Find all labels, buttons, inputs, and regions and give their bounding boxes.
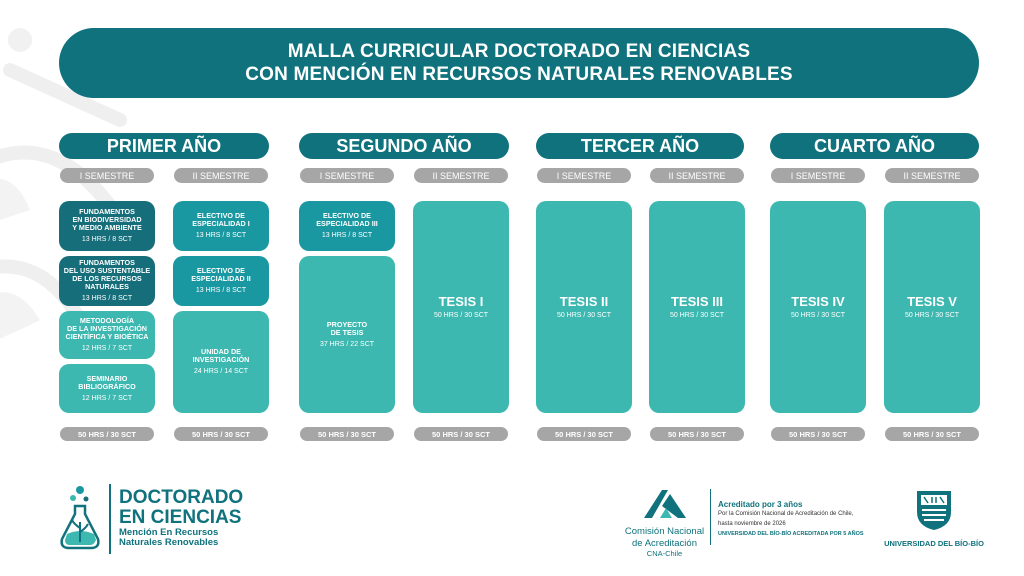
course-card: TESIS III 50 HRS / 30 SCT xyxy=(649,201,745,413)
semester-label: II SEMESTRE xyxy=(414,168,508,183)
semester-label: I SEMESTRE xyxy=(537,168,631,183)
title-line-2: CON MENCIÓN EN RECURSOS NATURALES RENOVA… xyxy=(245,64,793,85)
accreditation-title: Acreditado por 3 años xyxy=(718,500,803,509)
course-hours: 24 HRS / 14 SCT xyxy=(193,368,249,375)
accreditation-line-1: Por la Comisión Nacional de Acreditación… xyxy=(718,511,854,517)
year-header-4: CUARTO AÑO xyxy=(770,133,979,159)
university-name: UNIVERSIDAD DEL BÍO-BÍO xyxy=(884,539,984,548)
course-card: METODOLOGÍA DE LA INVESTIGACIÓN CIENTÍFI… xyxy=(59,311,155,359)
year-header-3: TERCER AÑO xyxy=(536,133,744,159)
course-hours: 37 HRS / 22 SCT xyxy=(319,340,375,348)
course-name: FUNDAMENTOS EN BIODIVERSIDAD Y MEDIO AMB… xyxy=(72,207,142,232)
page-title: MALLA CURRICULAR DOCTORADO EN CIENCIAS C… xyxy=(59,28,979,98)
course-card: ELECTIVO DE ESPECIALIDAD II 13 HRS / 8 S… xyxy=(173,256,269,306)
flask-icon xyxy=(60,486,100,550)
course-hours: 50 HRS / 30 SCT xyxy=(433,312,489,319)
accreditation-text: Acreditado por 3 años Por la Comisión Na… xyxy=(718,500,888,537)
course-card: PROYECTO DE TESIS 37 HRS / 22 SCT xyxy=(299,256,395,413)
semester-label: II SEMESTRE xyxy=(650,168,744,183)
semester-total: 50 HRS / 30 SCT xyxy=(60,427,154,441)
semester-total: 50 HRS / 30 SCT xyxy=(771,427,865,441)
course-name: ELECTIVO DE ESPECIALIDAD I xyxy=(192,211,250,228)
university-logo: UNIVERSIDAD DEL BÍO-BÍO xyxy=(884,488,984,548)
course-hours: 50 HRS / 30 SCT xyxy=(904,312,960,319)
program-title: DOCTORADO EN CIENCIAS xyxy=(119,488,243,528)
program-title-line-2: EN CIENCIAS xyxy=(119,507,242,528)
year-header-2: SEGUNDO AÑO xyxy=(299,133,509,159)
course-hours: 50 HRS / 30 SCT xyxy=(556,312,612,319)
course-card: FUNDAMENTOS DEL USO SUSTENTABLE DE LOS R… xyxy=(59,256,155,306)
course-hours: 12 HRS / 7 SCT xyxy=(81,345,133,352)
program-title-line-1: DOCTORADO xyxy=(119,487,244,508)
course-card: TESIS V 50 HRS / 30 SCT xyxy=(884,201,980,413)
cna-name-line-1: Comisión Nacional xyxy=(624,526,705,537)
course-card: SEMINARIO BIBLIOGRÁFICO 12 HRS / 7 SCT xyxy=(59,364,155,413)
university-shield-icon xyxy=(917,491,951,530)
course-hours: 12 HRS / 7 SCT xyxy=(81,394,133,402)
program-logo-block: DOCTORADO EN CIENCIAS Mención En Recurso… xyxy=(58,484,258,554)
course-card: TESIS IV 50 HRS / 30 SCT xyxy=(770,201,866,413)
course-name: UNIDAD DE INVESTIGACIÓN xyxy=(192,347,250,364)
course-name: PROYECTO DE TESIS xyxy=(326,319,368,337)
semester-label: I SEMESTRE xyxy=(771,168,865,183)
semester-total: 50 HRS / 30 SCT xyxy=(885,427,979,441)
course-name: TESIS V xyxy=(907,294,957,309)
program-subtitle-line-2: Naturales Renovables xyxy=(119,537,219,548)
course-name: METODOLOGÍA DE LA INVESTIGACIÓN CIENTÍFI… xyxy=(65,316,149,341)
title-line-1: MALLA CURRICULAR DOCTORADO EN CIENCIAS xyxy=(287,41,751,62)
semester-total: 50 HRS / 30 SCT xyxy=(650,427,744,441)
divider xyxy=(710,489,711,545)
semester-total: 50 HRS / 30 SCT xyxy=(537,427,631,441)
course-card: ELECTIVO DE ESPECIALIDAD I 13 HRS / 8 SC… xyxy=(173,201,269,251)
course-card: UNIDAD DE INVESTIGACIÓN 24 HRS / 14 SCT xyxy=(173,311,269,413)
cna-logo: Comisión Nacional de Acreditación CNA-Ch… xyxy=(622,486,707,566)
course-name: ELECTIVO DE ESPECIALIDAD II xyxy=(191,266,251,283)
course-name: TESIS IV xyxy=(791,294,845,309)
course-name: TESIS I xyxy=(438,294,484,309)
course-card: ELECTIVO DE ESPECIALIDAD III 13 HRS / 8 … xyxy=(299,201,395,251)
course-hours: 13 HRS / 8 SCT xyxy=(195,232,247,239)
course-hours: 13 HRS / 8 SCT xyxy=(81,295,133,302)
semester-total: 50 HRS / 30 SCT xyxy=(174,427,268,441)
semester-label: II SEMESTRE xyxy=(885,168,979,183)
course-name: TESIS III xyxy=(670,294,723,309)
semester-total: 50 HRS / 30 SCT xyxy=(300,427,394,441)
course-card: FUNDAMENTOS EN BIODIVERSIDAD Y MEDIO AMB… xyxy=(59,201,155,251)
semester-total: 50 HRS / 30 SCT xyxy=(414,427,508,441)
year-header-1: PRIMER AÑO xyxy=(59,133,269,159)
semester-label: II SEMESTRE xyxy=(174,168,268,183)
course-hours: 50 HRS / 30 SCT xyxy=(790,312,846,319)
divider xyxy=(109,484,111,554)
course-hours: 50 HRS / 30 SCT xyxy=(669,312,725,319)
cna-name-line-2: de Acreditación xyxy=(632,538,697,549)
program-subtitle-line-1: Mención En Recursos xyxy=(119,527,219,538)
course-name: SEMINARIO BIBLIOGRÁFICO xyxy=(78,373,136,391)
semester-label: I SEMESTRE xyxy=(60,168,154,183)
course-name: TESIS II xyxy=(559,294,609,309)
accreditation-line-3: UNIVERSIDAD DEL BÍO-BÍO ACREDITADA POR 5… xyxy=(718,531,864,537)
course-card: TESIS II 50 HRS / 30 SCT xyxy=(536,201,632,413)
course-hours: 13 HRS / 8 SCT xyxy=(81,236,133,243)
program-subtitle: Mención En Recursos Naturales Renovables xyxy=(119,528,218,548)
semester-label: I SEMESTRE xyxy=(300,168,394,183)
cna-mark-icon xyxy=(643,490,686,518)
accreditation-line-2: hasta noviembre de 2026 xyxy=(718,520,786,527)
course-hours: 13 HRS / 8 SCT xyxy=(321,232,373,239)
course-card: TESIS I 50 HRS / 30 SCT xyxy=(413,201,509,413)
course-name: ELECTIVO DE ESPECIALIDAD III xyxy=(316,211,378,228)
course-hours: 13 HRS / 8 SCT xyxy=(195,287,247,294)
course-name: FUNDAMENTOS DEL USO SUSTENTABLE DE LOS R… xyxy=(63,258,151,291)
cna-name-line-3: CNA-Chile xyxy=(646,549,683,558)
